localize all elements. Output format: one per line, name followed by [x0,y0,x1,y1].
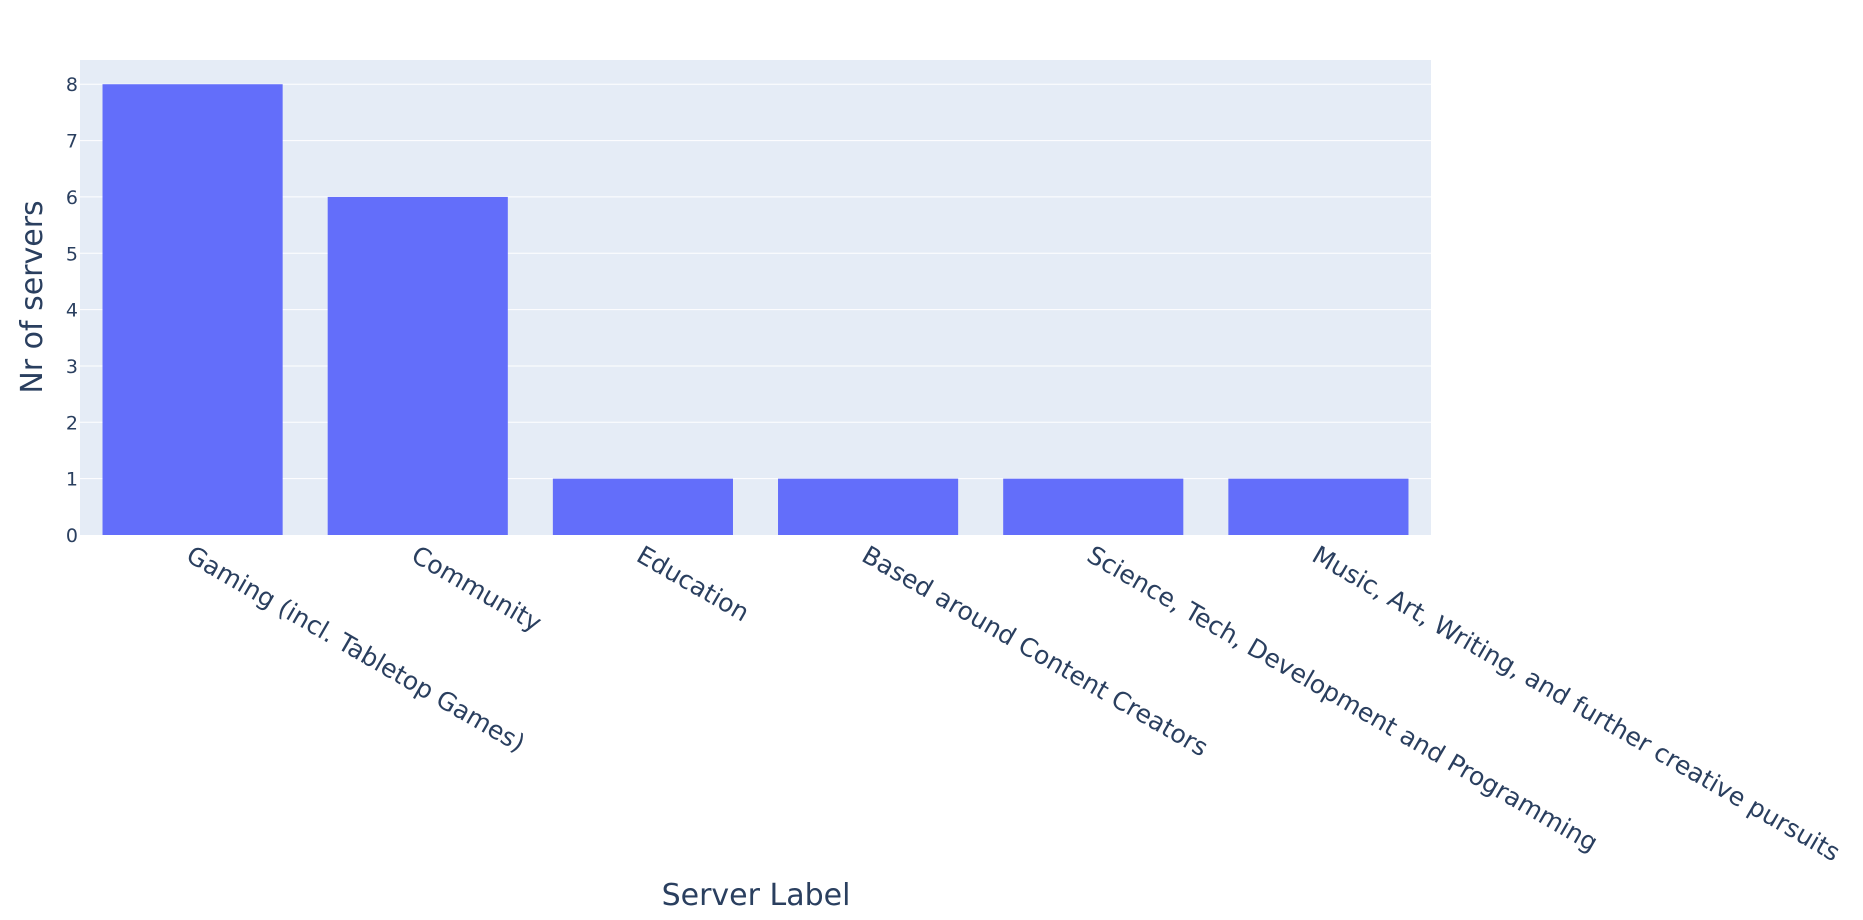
y-tick-label: 8 [66,74,78,96]
bar [778,478,959,535]
y-tick-label: 0 [66,525,78,547]
gridlines [80,83,1431,480]
y-tick-label: 2 [66,412,78,434]
y-tick-label: 6 [66,187,78,209]
plot-background [80,60,1431,535]
y-tick-label: 1 [66,469,78,491]
x-tick-label: Community [407,540,547,638]
y-tick-label: 5 [66,243,78,265]
x-axis-title: Server Label [662,878,851,913]
bars [102,84,1409,536]
bar [1228,478,1409,535]
bar [1003,478,1184,535]
y-tick-labels: 0 1 2 3 4 5 6 7 8 [66,74,78,547]
y-tick-label: 4 [66,300,78,322]
bar [102,84,283,535]
y-axis-title: Nr of servers [15,200,50,393]
x-tick-labels: Gaming (incl. Tabletop Games)Community Ed… [182,540,1846,867]
y-tick-label: 7 [66,131,78,153]
x-tick-label: Education [632,540,754,627]
bar [327,196,508,536]
y-tick-label: 3 [66,356,78,378]
x-tick-label: Science, Tech, Development and Programmi… [1082,540,1603,857]
x-tick-label: Based around Content Creators [857,540,1213,762]
bar [552,478,733,535]
